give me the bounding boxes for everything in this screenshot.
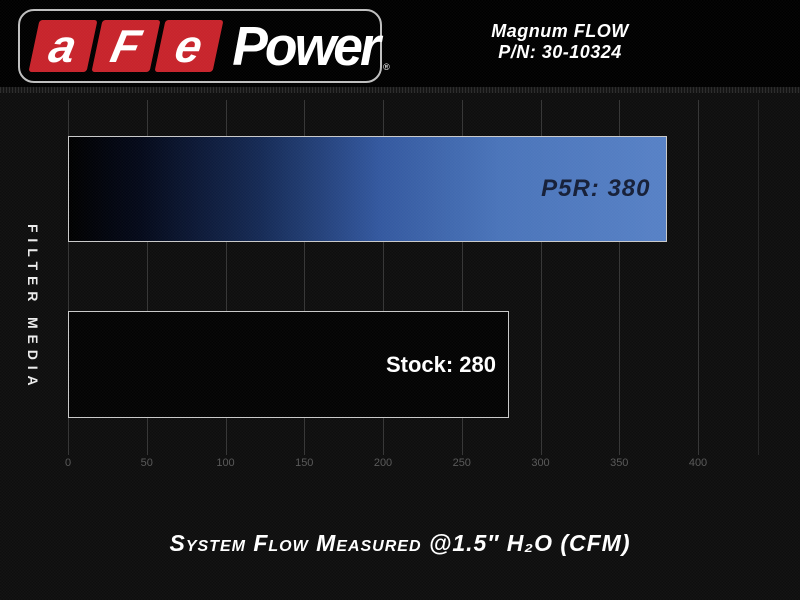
plot-area: [68, 100, 759, 455]
x-tick-label-150: 150: [295, 457, 314, 469]
logo-letter-a: a: [44, 20, 82, 72]
logo-letter-f: F: [106, 20, 146, 72]
logo-tile-f: F: [91, 20, 161, 72]
x-tick-label-300: 300: [531, 457, 550, 469]
x-tick-label-350: 350: [610, 457, 629, 469]
logo-tile-e: e: [154, 20, 224, 72]
gridline-50: [146, 100, 148, 455]
logo-power-text: Power: [232, 14, 380, 77]
x-tick-label-400: 400: [688, 457, 708, 469]
x-tick-label-0: 0: [64, 457, 72, 469]
x-tick-label-200: 200: [373, 457, 393, 469]
bar-p5r-value-label: P5R: 380: [541, 175, 651, 202]
registered-trademark-icon: ®: [383, 62, 390, 72]
gridline-0: [68, 100, 69, 455]
product-info: Magnum FLOW P/N: 30-10324: [430, 21, 690, 63]
x-tick-label-50: 50: [140, 457, 153, 469]
header-divider: [0, 87, 800, 93]
x-axis-tick-labels: 0 50 100 150 200 250 300 350 400: [64, 456, 758, 470]
chart-caption: System Flow Measured @1.5″ H₂O (CFM): [169, 530, 631, 556]
bar-stock: Stock: 280: [68, 311, 509, 418]
x-tick-label-100: 100: [216, 457, 235, 469]
gridline-300: [540, 100, 542, 455]
y-axis-label: FILTER MEDIA: [25, 224, 41, 392]
x-tick-label-250: 250: [452, 457, 471, 469]
logo-letter-e: e: [170, 20, 208, 72]
gridline-400: [698, 100, 699, 455]
product-name: Magnum FLOW: [491, 21, 629, 41]
gridline-250: [461, 100, 463, 455]
bar-stock-value-label: Stock: 280: [385, 351, 496, 377]
product-part-number: P/N: 30-10324: [498, 42, 622, 62]
gridline-100: [225, 100, 227, 455]
gridline-150: [304, 100, 306, 455]
bar-p5r: P5R: 380: [68, 136, 667, 242]
gridline-350: [619, 100, 621, 455]
gridline-200: [383, 100, 384, 455]
logo-tile-a: a: [28, 20, 98, 72]
afe-power-logo: a F e Power ®: [18, 9, 390, 83]
